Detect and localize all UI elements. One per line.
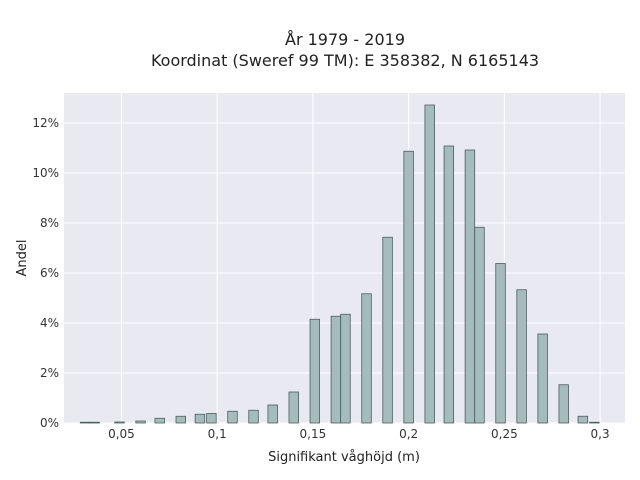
y-tick-label: 6%: [40, 266, 59, 280]
histogram-bar: [577, 415, 589, 424]
chart-title-line2: Koordinat (Sweref 99 TM): E 358382, N 61…: [151, 51, 539, 70]
x-tick-label: 0,15: [300, 427, 327, 441]
histogram-bar: [361, 293, 372, 424]
histogram-bar: [89, 421, 100, 424]
y-tick-label: 0%: [40, 416, 59, 430]
histogram-bar: [114, 421, 125, 424]
histogram-bar: [340, 313, 351, 424]
histogram-bar: [589, 421, 600, 424]
y-axis-label: Andel: [15, 240, 30, 277]
x-tick-label: 0,05: [108, 427, 135, 441]
histogram-bar: [227, 410, 238, 424]
tick-labels: 0% 2% 4% 6% 8% 10% 12% 0,05 0,1 0,15 0,2 0,25 0,3: [32, 116, 609, 441]
histogram-bar: [154, 417, 165, 424]
histogram-bar: [382, 236, 393, 424]
histogram-bar: [424, 104, 435, 424]
histogram-bar: [206, 413, 217, 424]
histogram-bar: [288, 391, 299, 424]
y-tick-label: 8%: [40, 216, 59, 230]
histogram-bar: [516, 289, 527, 424]
chart-title-line1: År 1979 - 2019: [285, 30, 405, 49]
histogram-bar: [464, 149, 476, 424]
x-tick-label: 0,3: [591, 427, 610, 441]
x-tick-label: 0,1: [208, 427, 227, 441]
y-tick-label: 2%: [40, 366, 59, 380]
histogram-bar: [443, 145, 455, 424]
histogram-bar: [267, 404, 278, 424]
histogram-bar: [194, 413, 206, 424]
histogram-bar: [79, 421, 91, 424]
histogram-bar: [175, 415, 186, 424]
x-tick-label: 0,25: [491, 427, 518, 441]
histogram-bar: [330, 315, 342, 424]
histogram-bar: [403, 150, 414, 424]
y-tick-label: 12%: [32, 116, 59, 130]
histogram-bar: [495, 263, 506, 424]
histogram-bar: [537, 333, 548, 424]
histogram-bar: [474, 226, 485, 424]
y-tick-label: 4%: [40, 316, 59, 330]
x-tick-label: 0,2: [399, 427, 418, 441]
histogram-bar: [248, 409, 259, 424]
histogram-bar: [309, 318, 321, 424]
bars: [79, 104, 600, 424]
histogram-bar: [558, 384, 569, 424]
y-tick-label: 10%: [32, 166, 59, 180]
x-axis-label: Signifikant våghöjd (m): [268, 450, 420, 465]
histogram-bar: [135, 420, 146, 424]
